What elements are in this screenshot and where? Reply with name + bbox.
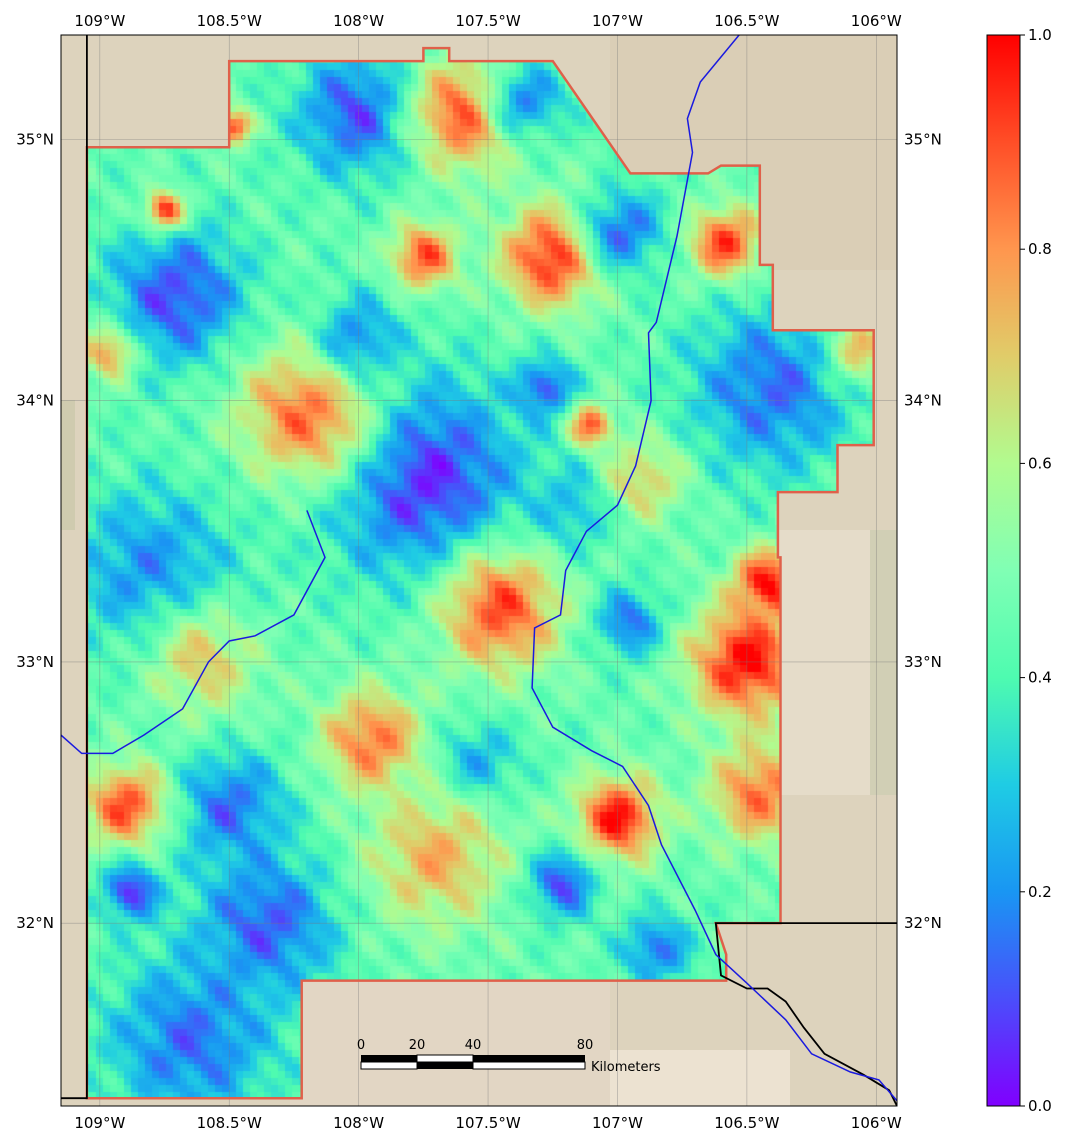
lon-label-bottom: 108°W <box>333 1114 384 1132</box>
scale-bar-tick-label: 20 <box>409 1038 426 1053</box>
scale-bar-tick-label: 40 <box>465 1038 482 1053</box>
lon-label-top: 107.5°W <box>455 12 520 30</box>
scale-bar-tick-label: 0 <box>357 1038 365 1053</box>
lon-label-bottom: 106.5°W <box>714 1114 779 1132</box>
lat-label-right: 35°N <box>904 130 942 148</box>
lon-label-bottom: 107.5°W <box>455 1114 520 1132</box>
lat-label-right: 33°N <box>904 653 942 671</box>
lon-label-top: 108.5°W <box>197 12 262 30</box>
colorbar-tick-label: 1.0 <box>1028 26 1052 44</box>
colorbar-tick-label: 0.6 <box>1028 454 1052 472</box>
lon-label-bottom: 108.5°W <box>197 1114 262 1132</box>
colorbar-tick-label: 0.2 <box>1028 883 1052 901</box>
scale-bar-unit: Kilometers <box>591 1060 661 1075</box>
lon-label-bottom: 107°W <box>592 1114 643 1132</box>
lat-label-left: 33°N <box>16 653 54 671</box>
colorbar-tick-label: 0.4 <box>1028 669 1052 687</box>
lat-label-left: 35°N <box>16 130 54 148</box>
lon-label-top: 109°W <box>74 12 125 30</box>
lon-label-top: 108°W <box>333 12 384 30</box>
lat-label-left: 34°N <box>16 392 54 410</box>
lon-label-top: 107°W <box>592 12 643 30</box>
colorbar-tick-label: 0.0 <box>1028 1097 1052 1115</box>
map-panel: 0 20 40 80 Kilometers <box>61 35 897 1106</box>
lon-label-bottom: 106°W <box>851 1114 902 1132</box>
colorbar-tick-label: 0.8 <box>1028 240 1052 258</box>
lat-label-left: 32°N <box>16 914 54 932</box>
scale-bar-tick-label: 80 <box>577 1038 594 1053</box>
colorbar-gradient <box>987 35 1020 1106</box>
lon-label-bottom: 109°W <box>74 1114 125 1132</box>
lat-label-right: 34°N <box>904 392 942 410</box>
colorbar: 0.0 0.2 0.4 0.6 0.8 1.0 <box>987 26 1052 1115</box>
lon-label-top: 106°W <box>851 12 902 30</box>
lon-label-top: 106.5°W <box>714 12 779 30</box>
lat-label-right: 32°N <box>904 914 942 932</box>
